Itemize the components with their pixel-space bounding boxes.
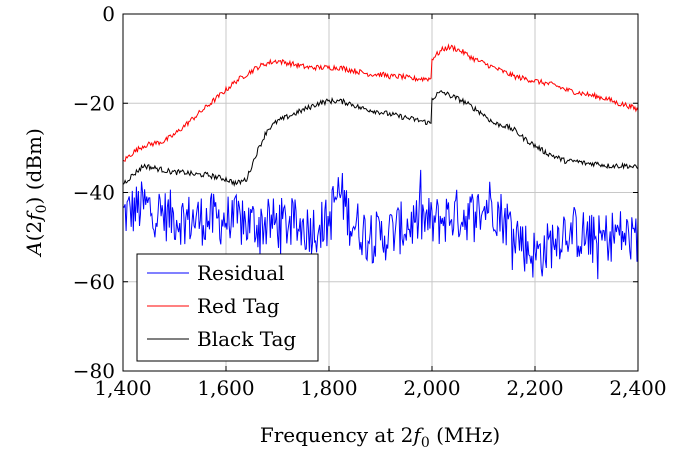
legend: Residual Red Tag Black Tag: [136, 253, 319, 362]
y-axis-label-symbol: A: [22, 241, 46, 257]
y-axis-label-subscript: 0: [34, 204, 50, 213]
y-axis-label: A(2f0) (dBm): [22, 128, 50, 258]
legend-label-residual: Residual: [197, 261, 285, 285]
x-tick-label: 2,200: [506, 376, 563, 400]
x-axis-label-subscript: 0: [421, 435, 430, 450]
y-axis-label-arg: (2: [22, 221, 46, 242]
series-line-black-tag: [123, 90, 638, 187]
legend-label-red-tag: Red Tag: [197, 294, 280, 318]
y-tick-label: −60: [73, 270, 115, 294]
legend-label-black-tag: Black Tag: [197, 327, 296, 351]
y-tick-label: −40: [73, 181, 115, 205]
x-tick-label: 1,800: [300, 376, 357, 400]
y-tick-label: 0: [102, 2, 115, 26]
y-axis-label-unit: ) (dBm): [22, 128, 46, 204]
legend-box: [136, 253, 319, 362]
x-tick-label: 2,400: [609, 376, 666, 400]
series-line-residual: [123, 169, 638, 280]
x-tick-label: 1,600: [197, 376, 254, 400]
ticks: 1,400 1,600 1,800 2,000 2,200 2,400 −80 −60 −40 −…: [73, 2, 667, 400]
x-axis-label-unit: (MHz): [430, 423, 500, 447]
x-tick-label: 2,000: [403, 376, 460, 400]
series-line-red-tag: [123, 43, 638, 162]
x-axis-label: Frequency at 2f0 (MHz): [260, 423, 500, 450]
y-tick-label: −20: [73, 91, 115, 115]
plot-series: [123, 43, 638, 280]
x-axis-label-prefix: Frequency at 2: [260, 423, 414, 447]
y-tick-label: −80: [73, 359, 115, 383]
x-tick-label: 1,400: [94, 376, 151, 400]
